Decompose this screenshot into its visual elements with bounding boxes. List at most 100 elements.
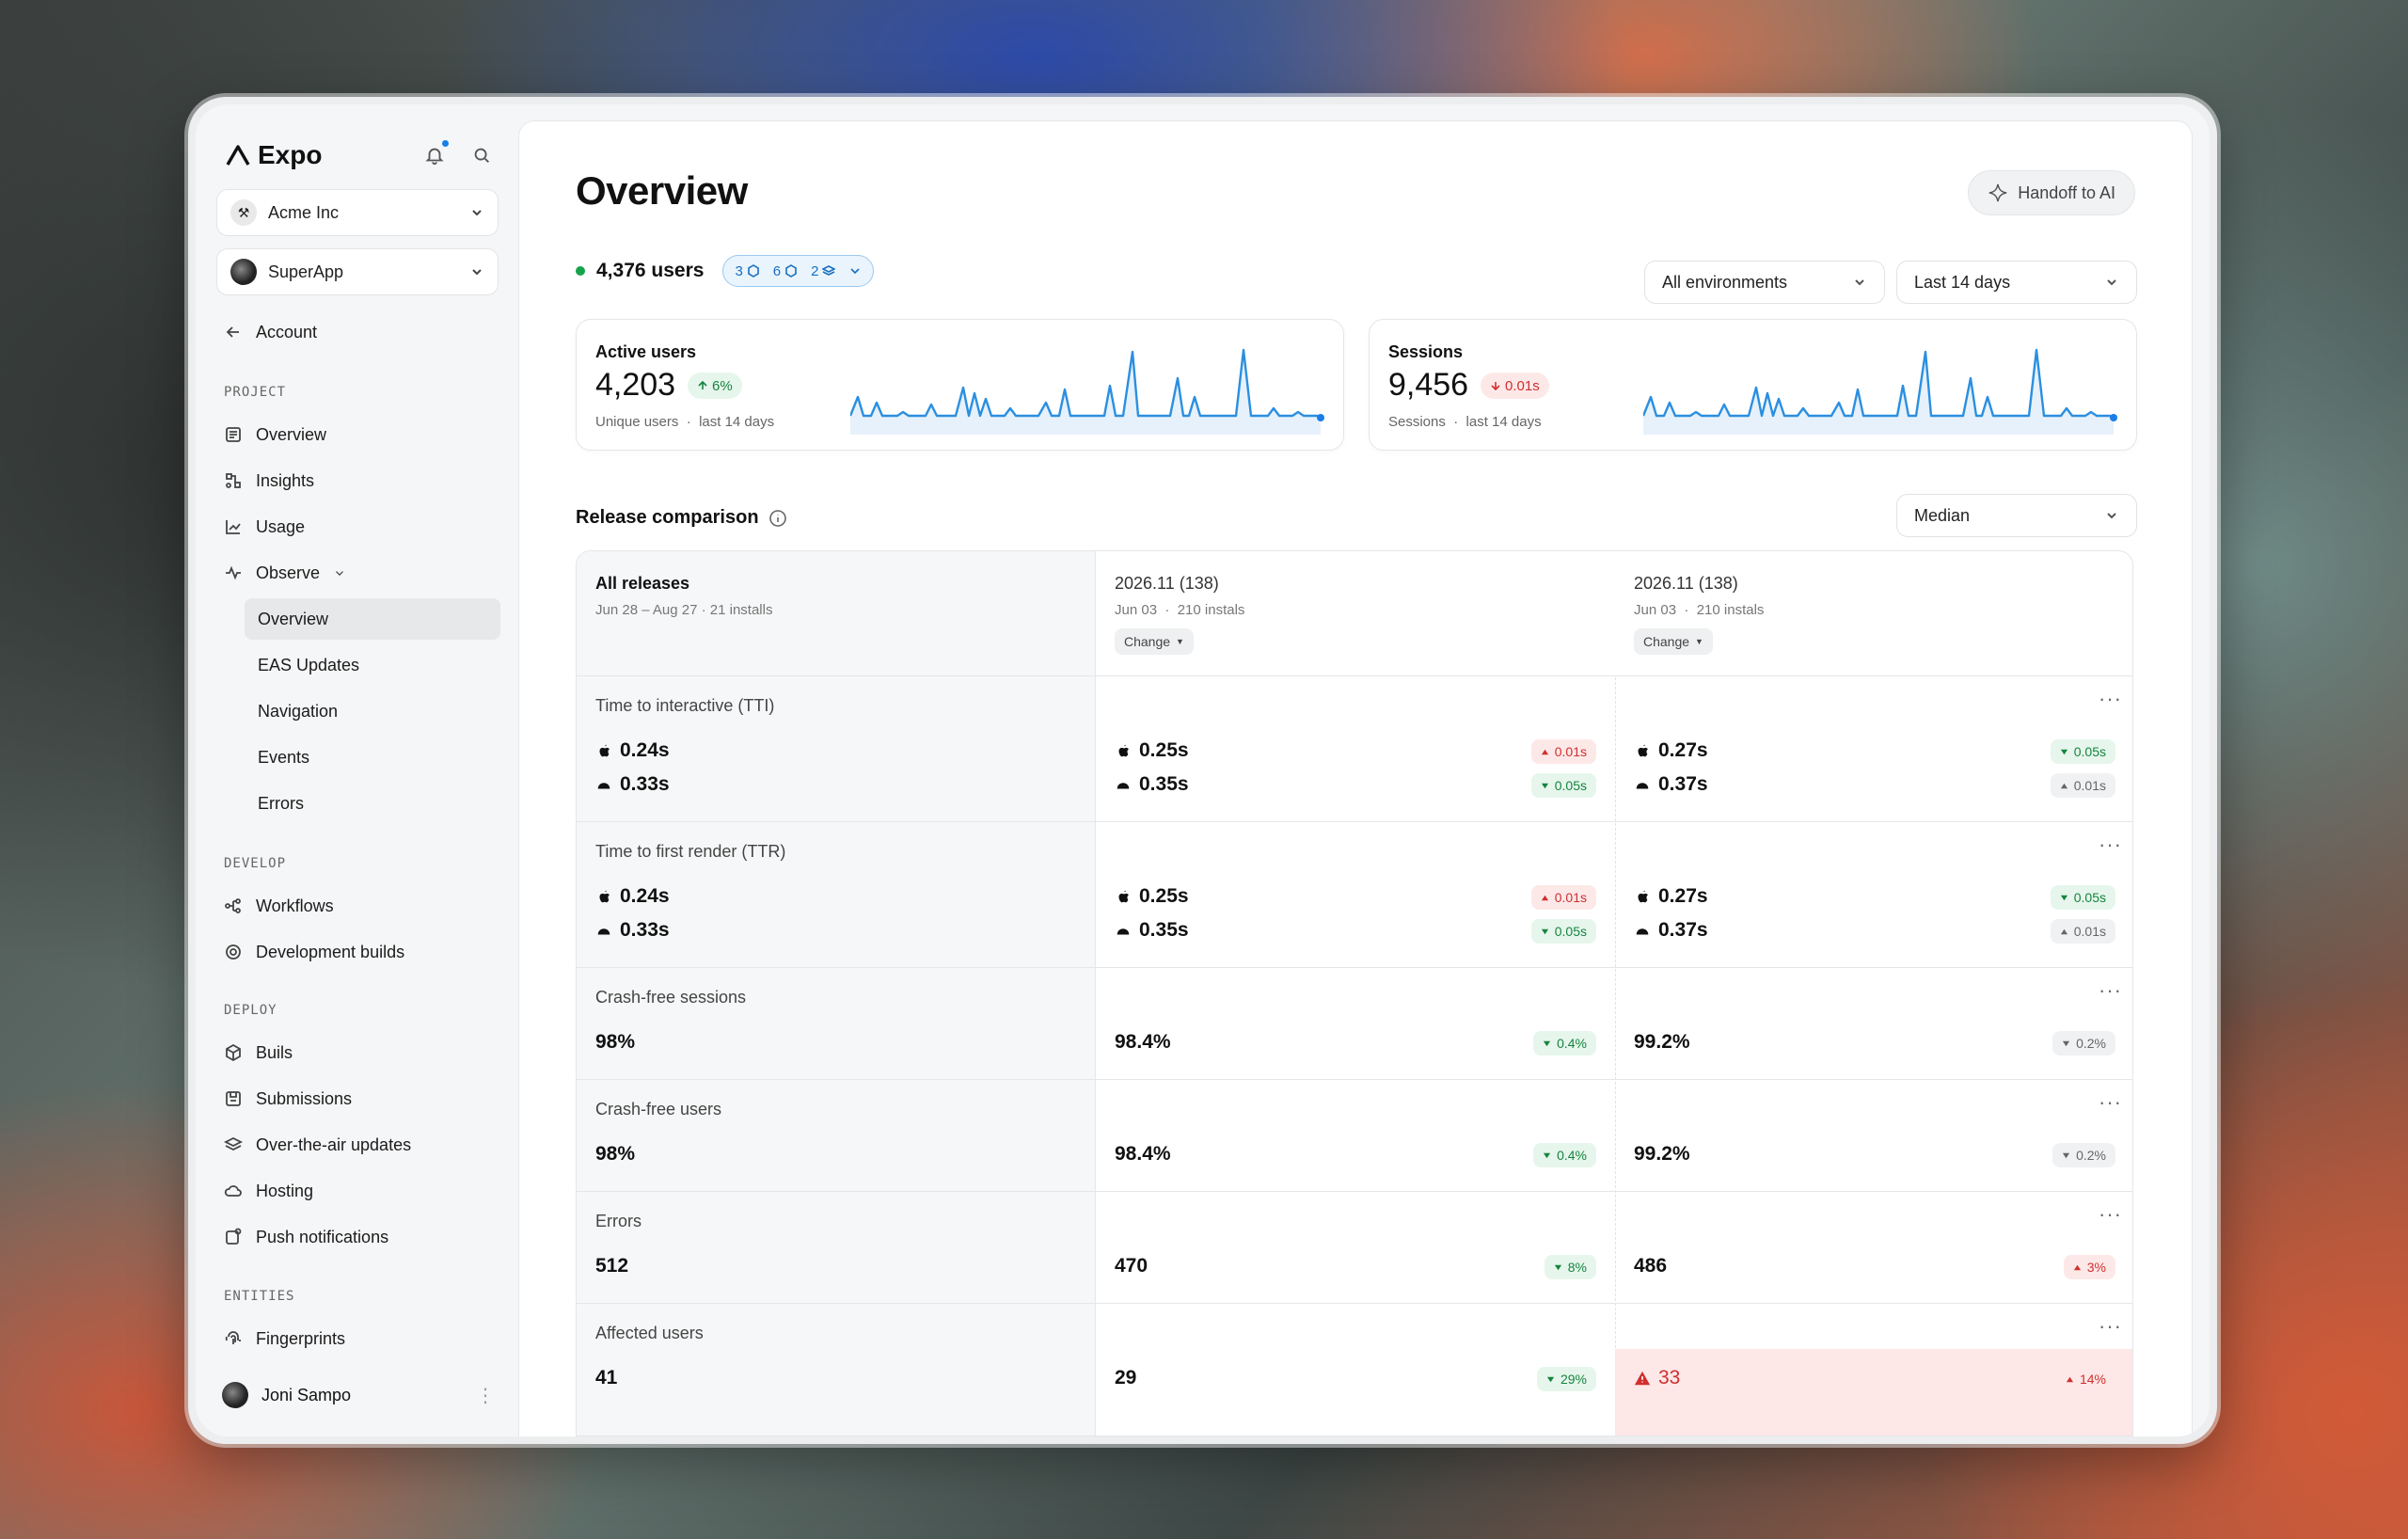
- nav-observe-overview[interactable]: Overview: [245, 598, 500, 640]
- more-icon[interactable]: ⋮: [476, 1385, 495, 1406]
- page-title: Overview: [576, 168, 748, 213]
- nav-push-notifications[interactable]: Push notifications: [224, 1216, 388, 1258]
- nav-eas-updates[interactable]: EAS Updates: [245, 644, 500, 686]
- org-selector[interactable]: ⚒ Acme Inc: [216, 189, 499, 236]
- release-installs: 210 instals: [1177, 602, 1245, 618]
- warning-icon: [1634, 1371, 1651, 1386]
- handoff-to-ai-button[interactable]: Handoff to AI: [1968, 170, 2135, 215]
- delta-badge: 14%: [2056, 1367, 2115, 1391]
- apple-icon: [599, 744, 610, 757]
- nav-observe-overview-label: Overview: [258, 609, 329, 628]
- baseline-ios-value: 0.24s: [595, 739, 670, 762]
- sessions-card[interactable]: Sessions 9,456 0.01s Sessions · last 14 …: [1369, 319, 2137, 451]
- caret-down-icon: [1543, 1152, 1551, 1158]
- brand-name: Expo: [258, 140, 323, 169]
- card-subtitle: Sessions · last 14 days: [1388, 414, 1542, 430]
- nav-hosting[interactable]: Hosting: [224, 1170, 313, 1212]
- nav-development-builds[interactable]: Development builds: [224, 931, 404, 973]
- cube-icon: [226, 1043, 241, 1062]
- chevron-down-icon: [2107, 279, 2116, 286]
- layers-icon: [224, 1136, 243, 1151]
- nav-account-label: Account: [256, 322, 318, 341]
- environment-select[interactable]: All environments: [1644, 261, 1885, 304]
- caret-down-icon: [2062, 1040, 2070, 1046]
- apple-icon: [599, 890, 610, 903]
- value-text: 0.37s: [1658, 919, 1708, 941]
- nav-insights[interactable]: Insights: [224, 460, 314, 501]
- delta-badge: 0.05s: [2050, 885, 2115, 910]
- delta-badge: 0.01s: [2050, 919, 2115, 944]
- statistic-select[interactable]: Median: [1896, 494, 2137, 537]
- column-title: 2026.11 (138): [1115, 574, 1219, 593]
- app-name: SuperApp: [268, 262, 344, 281]
- env-count-2: 6: [772, 262, 782, 279]
- cloud-icon: [224, 1185, 242, 1197]
- user-profile[interactable]: Joni Sampo ⋮: [222, 1376, 495, 1414]
- delta-value: 8%: [1567, 1260, 1587, 1275]
- nav-navigation-label: Navigation: [258, 701, 339, 721]
- search-icon[interactable]: [470, 144, 493, 167]
- card-period: last 14 days: [699, 414, 775, 430]
- card-label: Active users: [595, 342, 697, 361]
- more-icon[interactable]: ···: [2099, 833, 2122, 856]
- nav-ota-updates[interactable]: Over-the-air updates: [224, 1124, 411, 1166]
- nav-errors-label: Errors: [258, 793, 304, 813]
- nav-usage[interactable]: Usage: [224, 506, 305, 547]
- more-icon[interactable]: ···: [2099, 1090, 2122, 1114]
- row-divider: [577, 1191, 2132, 1192]
- change-release-button[interactable]: Change ▼: [1634, 628, 1713, 655]
- row-divider: [577, 1303, 2132, 1304]
- nav-submissions[interactable]: Submissions: [224, 1078, 352, 1119]
- delta-badge: 0.05s: [1530, 919, 1596, 944]
- baseline-column: [577, 551, 1096, 1436]
- delta-badge: 0.01s: [2050, 773, 2115, 798]
- sparkline-chart: [1643, 348, 2117, 435]
- nav-errors[interactable]: Errors: [245, 783, 500, 824]
- sidebar: Expo ⚒ Acme Inc SuperApp: [196, 104, 519, 1436]
- nav-account[interactable]: Account: [224, 311, 317, 353]
- nav-workflows[interactable]: Workflows: [224, 885, 334, 927]
- env-count-1: 3: [735, 262, 743, 279]
- app-selector[interactable]: SuperApp: [216, 248, 499, 295]
- caret-up-icon: [1541, 895, 1548, 900]
- nav-observe[interactable]: Observe: [224, 552, 346, 594]
- nav-fingerprints[interactable]: Fingerprints: [224, 1318, 345, 1359]
- arrow-up-icon: [698, 380, 707, 389]
- value-text: 0.33s: [620, 919, 670, 941]
- notifications-icon[interactable]: [423, 140, 449, 167]
- fingerprint-icon: [225, 1331, 241, 1344]
- delta-value: 0.05s: [1554, 924, 1587, 939]
- date-range-select[interactable]: Last 14 days: [1896, 261, 2137, 304]
- more-icon[interactable]: ···: [2099, 1202, 2122, 1226]
- nav-navigation[interactable]: Navigation: [245, 690, 500, 732]
- card-value: 4,203: [595, 367, 676, 403]
- platform-filter-badge[interactable]: 3 6 2: [722, 255, 875, 287]
- info-icon[interactable]: [768, 509, 787, 528]
- column-divider: [1615, 677, 1616, 1436]
- chevron-down-icon: [850, 268, 861, 275]
- row-divider: [577, 821, 1096, 822]
- nav-builds-label: Buils: [256, 1042, 293, 1062]
- expo-logo-icon: [226, 145, 250, 166]
- ios-count: 3: [735, 263, 759, 279]
- release-comparison-title: Release comparison: [576, 507, 787, 529]
- nav-events[interactable]: Events: [245, 737, 500, 778]
- chevron-down-icon: [472, 210, 482, 216]
- nav-builds[interactable]: Buils: [224, 1032, 293, 1073]
- android-icon: [597, 928, 610, 935]
- release-a-value: 470: [1115, 1255, 1149, 1277]
- nav-overview[interactable]: Overview: [224, 414, 326, 455]
- section-project: PROJECT: [224, 385, 287, 400]
- logo[interactable]: Expo: [226, 140, 322, 170]
- delta-badge: 0.4%: [1533, 1143, 1596, 1167]
- active-users-card[interactable]: Active users 4,203 6% Unique users · las…: [576, 319, 1344, 451]
- more-icon[interactable]: ···: [2099, 978, 2122, 1002]
- metric-name: Time to interactive (TTI): [595, 696, 775, 715]
- caret-down-icon: [1541, 783, 1548, 788]
- arrow-down-icon: [1491, 382, 1500, 391]
- more-icon[interactable]: ···: [2099, 1314, 2122, 1338]
- more-icon[interactable]: ···: [2099, 687, 2122, 710]
- caret-down-icon: [1541, 928, 1548, 934]
- android-count: 6: [773, 263, 798, 279]
- change-release-button[interactable]: Change ▼: [1115, 628, 1194, 655]
